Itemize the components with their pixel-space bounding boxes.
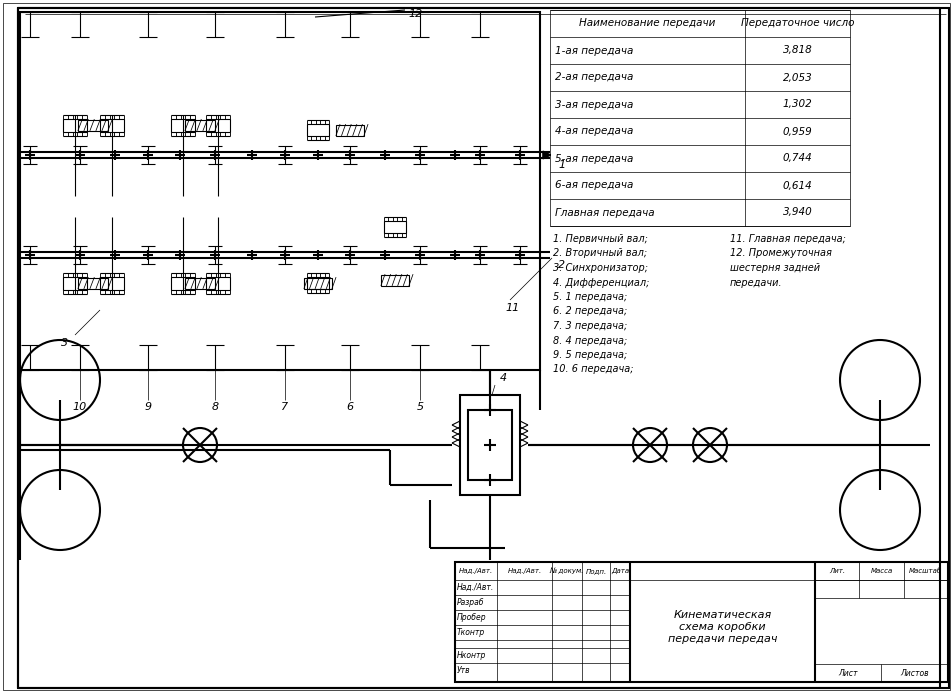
Bar bbox=[63, 277, 87, 290]
Bar bbox=[336, 125, 364, 136]
Bar bbox=[63, 119, 87, 132]
Text: 11. Главная передача;: 11. Главная передача; bbox=[729, 234, 845, 244]
Text: 6-ая передача: 6-ая передача bbox=[554, 180, 633, 191]
Text: Над./Авт.: Над./Авт. bbox=[457, 583, 494, 592]
Text: 4: 4 bbox=[500, 373, 506, 383]
Text: Лит.: Лит. bbox=[828, 568, 844, 574]
Text: 3,940: 3,940 bbox=[782, 207, 811, 218]
Text: Нконтр: Нконтр bbox=[457, 651, 486, 660]
Text: 4-ая передача: 4-ая передача bbox=[554, 127, 633, 137]
Text: № докум.: № докум. bbox=[549, 568, 584, 574]
Bar bbox=[307, 124, 328, 136]
Text: 12: 12 bbox=[407, 9, 422, 19]
Text: 9: 9 bbox=[145, 402, 151, 412]
Text: 12. Промежуточная: 12. Промежуточная bbox=[729, 249, 831, 258]
Bar bbox=[185, 119, 215, 130]
Text: 10. 6 передача;: 10. 6 передача; bbox=[552, 365, 633, 374]
Text: Разраб: Разраб bbox=[457, 598, 484, 607]
Text: 3. Синхронизатор;: 3. Синхронизатор; bbox=[552, 263, 647, 273]
Bar bbox=[206, 277, 229, 290]
Bar bbox=[381, 274, 408, 286]
Text: Пробер: Пробер bbox=[457, 613, 486, 622]
Text: 6. 2 передача;: 6. 2 передача; bbox=[552, 306, 626, 317]
Text: 0,744: 0,744 bbox=[782, 154, 811, 164]
Text: 1: 1 bbox=[558, 160, 565, 170]
Text: Утв: Утв bbox=[457, 666, 470, 675]
Bar bbox=[100, 119, 124, 132]
Bar bbox=[304, 277, 331, 288]
Bar bbox=[454, 562, 947, 682]
Text: Над./Авт.: Над./Авт. bbox=[506, 568, 541, 574]
Text: Тконтр: Тконтр bbox=[457, 628, 485, 637]
Bar bbox=[170, 119, 195, 132]
Text: 5-ая передача: 5-ая передача bbox=[554, 154, 633, 164]
Bar bbox=[78, 119, 108, 130]
Text: 5. 1 передача;: 5. 1 передача; bbox=[552, 292, 626, 302]
Bar bbox=[460, 395, 520, 495]
Bar bbox=[170, 277, 195, 290]
Text: 2,053: 2,053 bbox=[782, 73, 811, 82]
Bar bbox=[467, 410, 511, 480]
Text: Подп.: Подп. bbox=[585, 568, 606, 574]
Text: Дата: Дата bbox=[610, 568, 628, 574]
Text: 1,302: 1,302 bbox=[782, 100, 811, 109]
Text: передачи.: передачи. bbox=[729, 277, 782, 288]
Text: 2: 2 bbox=[558, 260, 565, 270]
Text: Лист: Лист bbox=[838, 669, 857, 678]
Text: 1-ая передача: 1-ая передача bbox=[554, 46, 633, 55]
Text: Наименование передачи: Наименование передачи bbox=[579, 19, 715, 28]
Bar bbox=[20, 12, 540, 370]
Text: 1. Первичный вал;: 1. Первичный вал; bbox=[552, 234, 647, 244]
Text: 8. 4 передача;: 8. 4 передача; bbox=[552, 335, 626, 346]
Text: шестерня задней: шестерня задней bbox=[729, 263, 820, 273]
Bar bbox=[100, 277, 124, 290]
Text: 0,959: 0,959 bbox=[782, 127, 811, 137]
Bar bbox=[206, 119, 229, 132]
Text: 7. 3 передача;: 7. 3 передача; bbox=[552, 321, 626, 331]
Text: 8: 8 bbox=[211, 402, 218, 412]
Bar bbox=[78, 277, 108, 288]
Text: Масса: Масса bbox=[869, 568, 892, 574]
Bar bbox=[384, 221, 406, 233]
Text: Листов: Листов bbox=[900, 669, 928, 678]
Text: Над./Авт.: Над./Авт. bbox=[459, 568, 492, 574]
Text: 5: 5 bbox=[416, 402, 423, 412]
Text: 3-ая передача: 3-ая передача bbox=[554, 100, 633, 109]
Text: 3,818: 3,818 bbox=[782, 46, 811, 55]
Text: 2. Вторичный вал;: 2. Вторичный вал; bbox=[552, 249, 646, 258]
Bar bbox=[307, 277, 328, 289]
Text: 7: 7 bbox=[281, 402, 288, 412]
Text: 6: 6 bbox=[347, 402, 353, 412]
Text: Масштаб: Масштаб bbox=[908, 568, 942, 574]
Text: 4. Дифференциал;: 4. Дифференциал; bbox=[552, 277, 648, 288]
Text: 0,614: 0,614 bbox=[782, 180, 811, 191]
Text: 10: 10 bbox=[72, 402, 87, 412]
Bar bbox=[549, 10, 849, 226]
Text: Передаточное число: Передаточное число bbox=[740, 19, 853, 28]
Bar bbox=[185, 277, 215, 288]
Text: 11: 11 bbox=[505, 303, 519, 313]
Text: 2-ая передача: 2-ая передача bbox=[554, 73, 633, 82]
Text: 9. 5 передача;: 9. 5 передача; bbox=[552, 350, 626, 360]
Text: Главная передача: Главная передача bbox=[554, 207, 654, 218]
Text: 3: 3 bbox=[61, 338, 69, 348]
Text: Кинематическая
схема коробки
передачи передач: Кинематическая схема коробки передачи пе… bbox=[667, 611, 777, 644]
